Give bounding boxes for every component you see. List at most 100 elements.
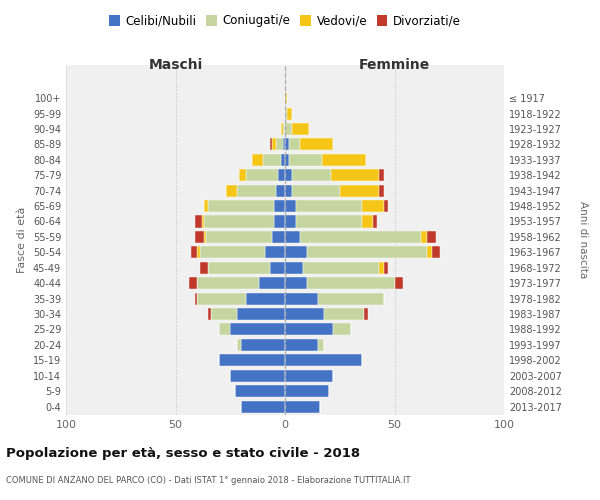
Bar	[200, 262, 208, 274]
Bar	[235, 385, 285, 397]
Bar	[204, 216, 274, 228]
Bar	[197, 246, 200, 258]
Text: COMUNE DI ANZANO DEL PARCO (CO) - Dati ISTAT 1° gennaio 2018 - Elaborazione TUTT: COMUNE DI ANZANO DEL PARCO (CO) - Dati I…	[6, 476, 410, 485]
Bar	[362, 200, 383, 212]
Bar	[241, 339, 285, 351]
Bar	[427, 246, 432, 258]
Bar	[379, 262, 383, 274]
Bar	[285, 277, 307, 289]
Bar	[318, 292, 383, 304]
Legend: Celibi/Nubili, Coniugati/e, Vedovi/e, Divorziati/e: Celibi/Nubili, Coniugati/e, Vedovi/e, Di…	[104, 10, 466, 32]
Bar	[292, 169, 331, 181]
Bar	[230, 324, 285, 336]
Bar	[379, 169, 383, 181]
Bar	[241, 400, 285, 412]
Bar	[237, 308, 285, 320]
Bar	[292, 184, 340, 196]
Bar	[331, 169, 379, 181]
Bar	[289, 138, 301, 150]
Bar	[307, 277, 395, 289]
Bar	[276, 138, 283, 150]
Text: Popolazione per età, sesso e stato civile - 2018: Popolazione per età, sesso e stato civil…	[6, 448, 360, 460]
Bar	[325, 308, 364, 320]
Bar	[307, 246, 427, 258]
Bar	[383, 262, 388, 274]
Bar	[340, 184, 379, 196]
Bar	[195, 231, 204, 243]
Bar	[283, 123, 285, 135]
Bar	[364, 308, 368, 320]
Bar	[195, 292, 197, 304]
Bar	[333, 324, 350, 336]
Bar	[285, 308, 325, 320]
Bar	[269, 262, 285, 274]
Bar	[296, 200, 362, 212]
Bar	[263, 154, 281, 166]
Text: Maschi: Maschi	[148, 58, 203, 72]
Bar	[208, 262, 269, 274]
Bar	[197, 277, 259, 289]
Bar	[202, 216, 204, 228]
Bar	[379, 184, 383, 196]
Bar	[285, 231, 301, 243]
Bar	[285, 92, 287, 104]
Bar	[245, 292, 285, 304]
Bar	[285, 339, 318, 351]
Bar	[237, 339, 241, 351]
Bar	[276, 184, 285, 196]
Bar	[265, 246, 285, 258]
Y-axis label: Anni di nascita: Anni di nascita	[578, 202, 589, 278]
Bar	[269, 138, 272, 150]
Bar	[188, 277, 197, 289]
Bar	[281, 123, 283, 135]
Bar	[191, 246, 197, 258]
Bar	[285, 169, 292, 181]
Bar	[230, 370, 285, 382]
Bar	[272, 231, 285, 243]
Bar	[195, 216, 202, 228]
Bar	[237, 184, 276, 196]
Bar	[285, 292, 318, 304]
Bar	[208, 308, 211, 320]
Bar	[220, 324, 230, 336]
Bar	[206, 231, 272, 243]
Bar	[283, 138, 285, 150]
Bar	[245, 169, 278, 181]
Bar	[285, 370, 333, 382]
Text: Femmine: Femmine	[359, 58, 430, 72]
Bar	[301, 231, 421, 243]
Bar	[373, 216, 377, 228]
Bar	[200, 246, 265, 258]
Bar	[301, 138, 333, 150]
Bar	[285, 138, 289, 150]
Bar	[274, 216, 285, 228]
Bar	[252, 154, 263, 166]
Bar	[292, 123, 309, 135]
Bar	[296, 216, 362, 228]
Bar	[281, 154, 285, 166]
Bar	[285, 262, 302, 274]
Bar	[383, 200, 388, 212]
Bar	[285, 385, 329, 397]
Bar	[285, 200, 296, 212]
Bar	[274, 200, 285, 212]
Bar	[226, 184, 237, 196]
Bar	[287, 108, 292, 120]
Bar	[395, 277, 403, 289]
Bar	[197, 292, 245, 304]
Bar	[318, 339, 325, 351]
Bar	[285, 108, 287, 120]
Bar	[285, 354, 362, 366]
Bar	[211, 308, 237, 320]
Bar	[322, 154, 366, 166]
Bar	[289, 154, 322, 166]
Bar	[272, 138, 276, 150]
Bar	[432, 246, 440, 258]
Y-axis label: Fasce di età: Fasce di età	[17, 207, 27, 273]
Bar	[362, 216, 373, 228]
Bar	[285, 216, 296, 228]
Bar	[204, 200, 208, 212]
Bar	[421, 231, 427, 243]
Bar	[285, 154, 289, 166]
Bar	[259, 277, 285, 289]
